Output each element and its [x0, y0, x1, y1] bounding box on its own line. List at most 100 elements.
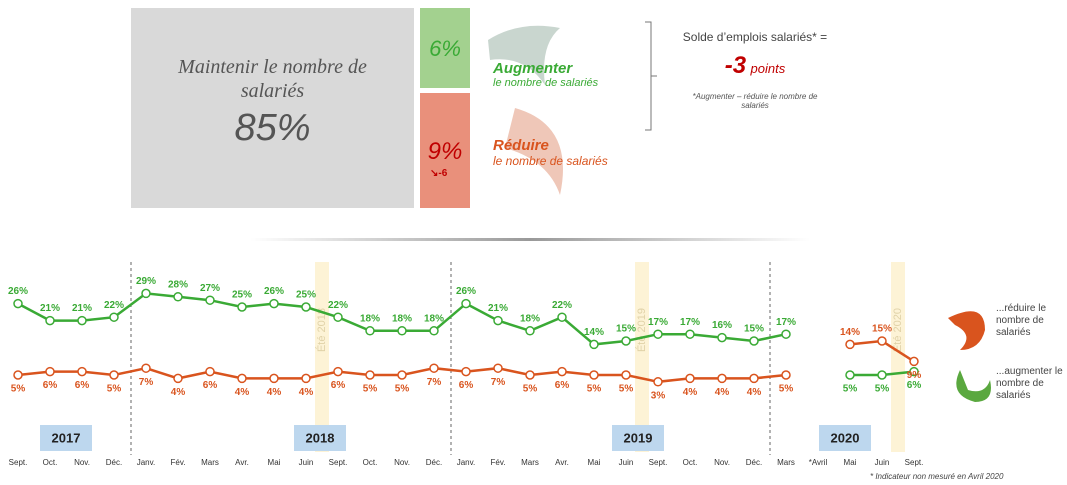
data-point [141, 288, 151, 299]
year-box [612, 425, 664, 451]
data-point [109, 370, 119, 380]
data-label: 26% [264, 286, 284, 297]
data-point [173, 373, 183, 384]
x-tick-label: Fév. [171, 458, 186, 467]
arrow-icon: ↘ [430, 168, 439, 179]
data-point [493, 315, 503, 326]
x-tick-label: *Avril [809, 458, 828, 467]
data-point [237, 302, 247, 312]
data-point [301, 373, 311, 384]
data-point [877, 336, 887, 346]
data-point [301, 302, 311, 312]
x-tick-label: Déc. [426, 458, 442, 467]
data-label: 3% [651, 390, 666, 401]
data-label: 29% [136, 276, 156, 287]
data-point [909, 356, 919, 367]
x-tick-label: Nov. [394, 458, 410, 467]
bracket [645, 21, 657, 131]
data-label: 27% [200, 283, 220, 294]
data-point [365, 326, 375, 336]
data-label: 28% [168, 279, 188, 290]
data-point [525, 370, 535, 380]
data-label: 5% [395, 384, 410, 395]
maintain-label: Maintenir le nombre de salariés [178, 56, 367, 102]
data-label: 25% [296, 290, 316, 301]
data-point [13, 298, 23, 309]
data-label: 6% [203, 380, 218, 391]
data-label: 22% [104, 300, 124, 311]
data-label: 6% [331, 380, 346, 391]
x-tick-label: Oct. [683, 458, 698, 467]
data-label: 16% [712, 320, 732, 331]
x-tick-label: Oct. [363, 458, 378, 467]
x-tick-label: Mai [588, 458, 601, 467]
data-point [45, 366, 55, 377]
x-tick-label: Nov. [714, 458, 730, 467]
data-point [269, 298, 279, 309]
data-point [205, 295, 215, 305]
increase-box [420, 8, 470, 88]
x-tick-label: Juin [875, 458, 890, 467]
x-tick-label: Janv. [137, 458, 156, 467]
x-tick-label: Mars [521, 458, 539, 467]
data-point [557, 366, 567, 377]
decrease-box [420, 93, 470, 208]
x-tick-label: Mars [777, 458, 795, 467]
data-point [205, 366, 215, 377]
data-label: 14% [840, 327, 860, 338]
data-point [45, 315, 55, 326]
decrease-sub: le nombre de salariés [493, 154, 608, 168]
data-label: 6% [75, 380, 90, 391]
data-point [461, 298, 471, 309]
decrease-value: 9% [427, 138, 463, 165]
increase-value: 6% [429, 36, 461, 61]
year-label: 2017 [52, 430, 81, 445]
data-point [429, 363, 439, 373]
data-point [589, 339, 599, 350]
year-label: 2018 [306, 430, 335, 445]
data-point [749, 336, 759, 346]
footnote: * Indicateur non mesuré en Avril 2020 [870, 472, 1004, 481]
data-point [717, 332, 727, 343]
data-label: 5% [363, 384, 378, 395]
x-tick-label: Nov. [74, 458, 90, 467]
data-label: 6% [43, 380, 58, 391]
data-point [141, 363, 151, 373]
data-label: 18% [424, 313, 444, 324]
x-tick-label: Juin [299, 458, 314, 467]
data-point [621, 336, 631, 346]
balance-note: *Augmenter – réduire le nombre de salari… [692, 92, 818, 110]
data-label: 5% [875, 384, 890, 395]
separator [250, 238, 810, 241]
x-tick-label: Déc. [746, 458, 762, 467]
increase-label: Augmenter le nombre de salariés [493, 60, 598, 89]
summer-band [891, 262, 905, 452]
increase-sub: le nombre de salariés [493, 77, 599, 89]
data-point [365, 370, 375, 380]
data-label: 17% [648, 317, 668, 328]
data-label: 21% [72, 303, 92, 314]
data-point [589, 370, 599, 380]
data-point [461, 366, 471, 377]
data-label: 18% [520, 313, 540, 324]
data-label: 21% [488, 303, 508, 314]
summer-label: Été 2019 [635, 308, 648, 352]
data-label: 26% [8, 286, 28, 297]
data-label: 5% [587, 384, 602, 395]
data-point [845, 370, 855, 380]
data-label: 4% [235, 387, 250, 398]
decrease-title: Réduire [493, 137, 549, 154]
data-point [429, 326, 439, 336]
data-label: 22% [328, 300, 348, 311]
data-label: 4% [299, 387, 314, 398]
data-label: 6% [459, 380, 474, 391]
data-label: 6% [907, 380, 922, 391]
data-point [749, 373, 759, 384]
x-tick-label: Déc. [106, 458, 122, 467]
x-tick-label: Mars [201, 458, 219, 467]
data-label: 25% [232, 290, 252, 301]
data-label: 15% [616, 324, 636, 335]
data-point [781, 370, 791, 380]
data-point [685, 329, 695, 339]
